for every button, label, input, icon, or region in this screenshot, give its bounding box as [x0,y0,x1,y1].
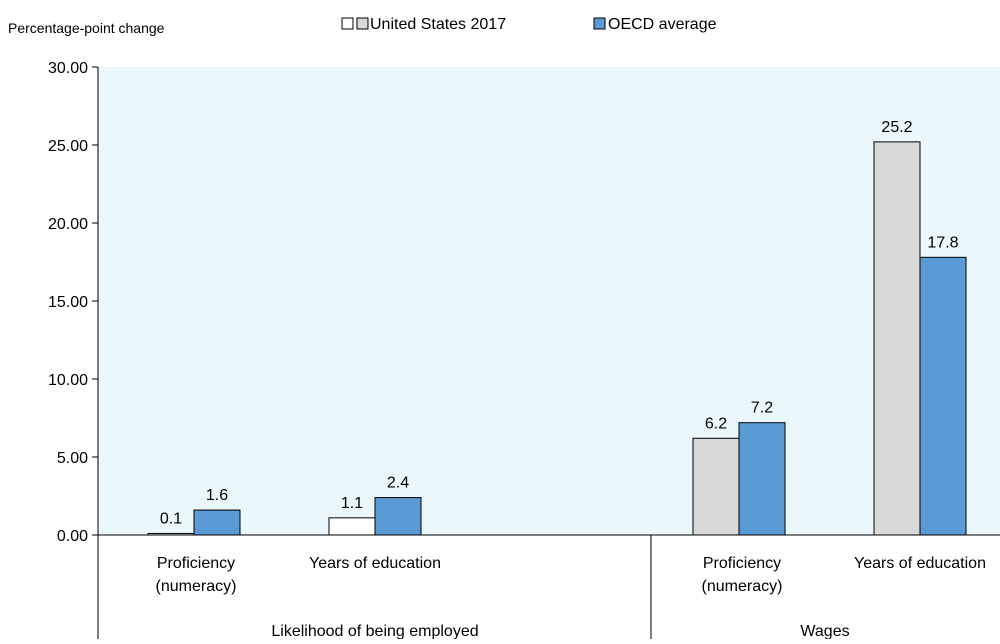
data-label: 6.2 [705,415,727,432]
plot-area [98,67,1000,535]
bar-oecd-3 [919,256,967,536]
bar-united-states-2 [692,437,740,536]
legend-label-oecd: OECD average [608,16,717,33]
category-label: Years of education [309,555,441,572]
bar-united-states-0 [147,532,195,536]
category-label: Proficiency [703,555,781,572]
bar-united-states-3 [873,141,921,536]
data-label: 1.1 [341,495,363,512]
data-label: 1.6 [206,487,228,504]
group-label: Likelihood of being employed [271,623,478,639]
y-tick-label: 10.00 [48,372,88,389]
legend-swatch-united-states [356,17,369,30]
group-label: Wages [800,623,849,639]
category-label: (numeracy) [702,578,783,595]
y-tick-label: 20.00 [48,216,88,233]
y-tick-label: 0.00 [57,528,88,545]
data-label: 0.1 [160,510,182,527]
legend-label-united-states: United States 2017 [370,16,506,33]
data-label: 25.2 [881,119,912,136]
bar-united-states-1 [328,517,376,536]
data-label: 7.2 [751,400,773,417]
y-tick-label: 25.00 [48,138,88,155]
bar-oecd-0 [193,509,241,536]
y-axis-title: Percentage-point change [8,20,165,36]
bar-oecd-2 [738,422,786,536]
y-tick-label: 30.00 [48,60,88,77]
y-tick-label: 15.00 [48,294,88,311]
category-label: Years of education [854,555,986,572]
bar-oecd-1 [374,497,422,536]
data-label: 17.8 [927,234,958,251]
category-label: Proficiency [157,555,235,572]
category-label: (numeracy) [156,578,237,595]
data-label: 2.4 [387,475,409,492]
legend-swatch-united-states [341,17,354,30]
legend-swatch-oecd [593,17,606,30]
y-tick-label: 5.00 [57,450,88,467]
